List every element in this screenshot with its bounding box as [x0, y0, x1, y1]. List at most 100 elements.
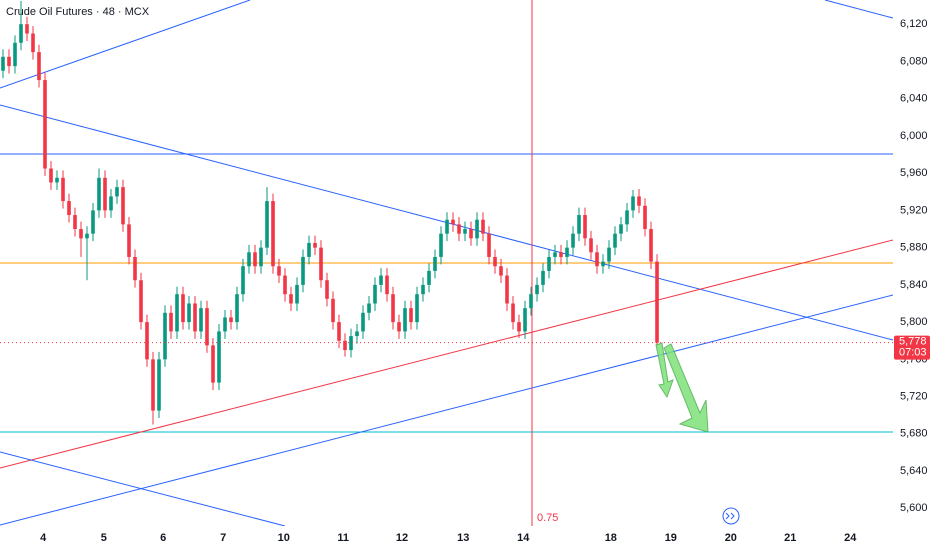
candle-body — [331, 298, 335, 323]
candle-body — [193, 303, 197, 332]
candle-body — [397, 322, 401, 332]
candle-body — [115, 187, 119, 197]
candle-body — [91, 210, 95, 234]
candle-body — [307, 242, 311, 257]
y-tick-label: 5,600 — [900, 502, 928, 514]
candle-body — [97, 177, 101, 211]
candle-body — [217, 331, 221, 383]
candle-body — [241, 266, 245, 295]
candle-body — [289, 294, 293, 304]
candle-body — [637, 196, 641, 206]
trend-line — [0, 239, 894, 469]
candle-body — [313, 242, 317, 248]
x-tick-label: 13 — [457, 532, 469, 544]
candle-body — [547, 256, 551, 271]
candle-body — [55, 177, 59, 183]
candle-body — [463, 229, 467, 234]
candle-body — [79, 229, 83, 239]
candle-body — [175, 294, 179, 332]
candle-body — [295, 284, 299, 304]
x-tick-label: 11 — [337, 532, 349, 544]
y-tick-label: 5,800 — [900, 316, 928, 328]
candle-body — [433, 256, 437, 271]
candle-body — [457, 224, 461, 234]
trend-line — [0, 0, 251, 89]
chart-title: Crude Oil Futures · 48 · MCX — [6, 6, 150, 18]
candle-body — [85, 233, 89, 239]
candle-body — [655, 261, 659, 343]
candle-body — [619, 224, 623, 234]
candle-body — [61, 177, 65, 202]
candle-body — [7, 56, 11, 67]
candle-body — [325, 280, 329, 299]
candle-body — [259, 247, 263, 267]
candle-body — [589, 238, 593, 253]
candle-body — [499, 266, 503, 276]
arrows — [655, 342, 709, 433]
y-tick-label: 6,040 — [900, 93, 928, 105]
last-price-box — [894, 335, 930, 360]
countdown: 07:03 — [899, 347, 927, 359]
candle-body — [469, 229, 473, 239]
price-axis — [893, 0, 932, 550]
y-tick-label: 5,720 — [900, 391, 928, 403]
x-tick-label: 18 — [605, 532, 617, 544]
x-tick-label: 10 — [278, 532, 290, 544]
candle-body — [475, 219, 479, 239]
x-tick-label: 24 — [844, 532, 857, 544]
candle-body — [595, 252, 599, 267]
x-tick-label: 5 — [101, 532, 107, 544]
candle-body — [211, 345, 215, 383]
candle-body — [481, 219, 485, 234]
candle-body — [67, 201, 71, 216]
candle-body — [139, 280, 143, 323]
y-tick-label: 6,080 — [900, 55, 928, 67]
y-tick-label: 5,880 — [900, 242, 928, 254]
y-tick-label: 6,120 — [900, 18, 928, 30]
candle-body — [343, 340, 347, 351]
candle-body — [379, 275, 383, 285]
candle-body — [625, 210, 629, 225]
marker-label: 0.75 — [537, 512, 558, 524]
x-tick-label: 21 — [784, 532, 796, 544]
candle-body — [151, 359, 155, 411]
candle-body — [541, 270, 545, 285]
trend-line — [0, 294, 894, 526]
candle-body — [73, 215, 77, 230]
y-tick-label: 5,840 — [900, 279, 928, 291]
candle-body — [571, 233, 575, 248]
last-price-label: 5,778 — [899, 336, 927, 348]
y-tick-label: 6,000 — [900, 130, 928, 142]
y-tick-label: 5,640 — [900, 465, 928, 477]
candle-body — [649, 229, 653, 262]
candle-body — [355, 331, 359, 337]
candle-body — [535, 284, 539, 295]
candle-body — [643, 205, 647, 230]
candle-body — [631, 196, 635, 211]
candle-body — [43, 80, 47, 169]
candle-body — [607, 247, 611, 262]
candle-body — [283, 275, 287, 295]
y-tick-label: 5,680 — [900, 428, 928, 440]
candle-body — [385, 275, 389, 295]
x-tick-label: 4 — [40, 532, 47, 544]
y-tick-label: 5,960 — [900, 167, 928, 179]
candle-body — [601, 261, 605, 267]
candle-body — [103, 177, 107, 211]
candle-body — [253, 252, 257, 267]
go-to-realtime-icon — [725, 512, 735, 520]
candle-body — [49, 168, 53, 183]
go-to-realtime[interactable] — [722, 507, 740, 525]
candle-body — [133, 256, 137, 281]
candle-body — [247, 252, 251, 267]
candle-body — [163, 312, 167, 360]
x-tick-label: 7 — [220, 532, 226, 544]
x-tick-label: 12 — [396, 532, 408, 544]
candle-body — [277, 266, 281, 276]
candle-body — [169, 312, 173, 332]
candle-body — [523, 308, 527, 332]
candle-body — [199, 308, 203, 332]
candle-body — [109, 196, 113, 211]
